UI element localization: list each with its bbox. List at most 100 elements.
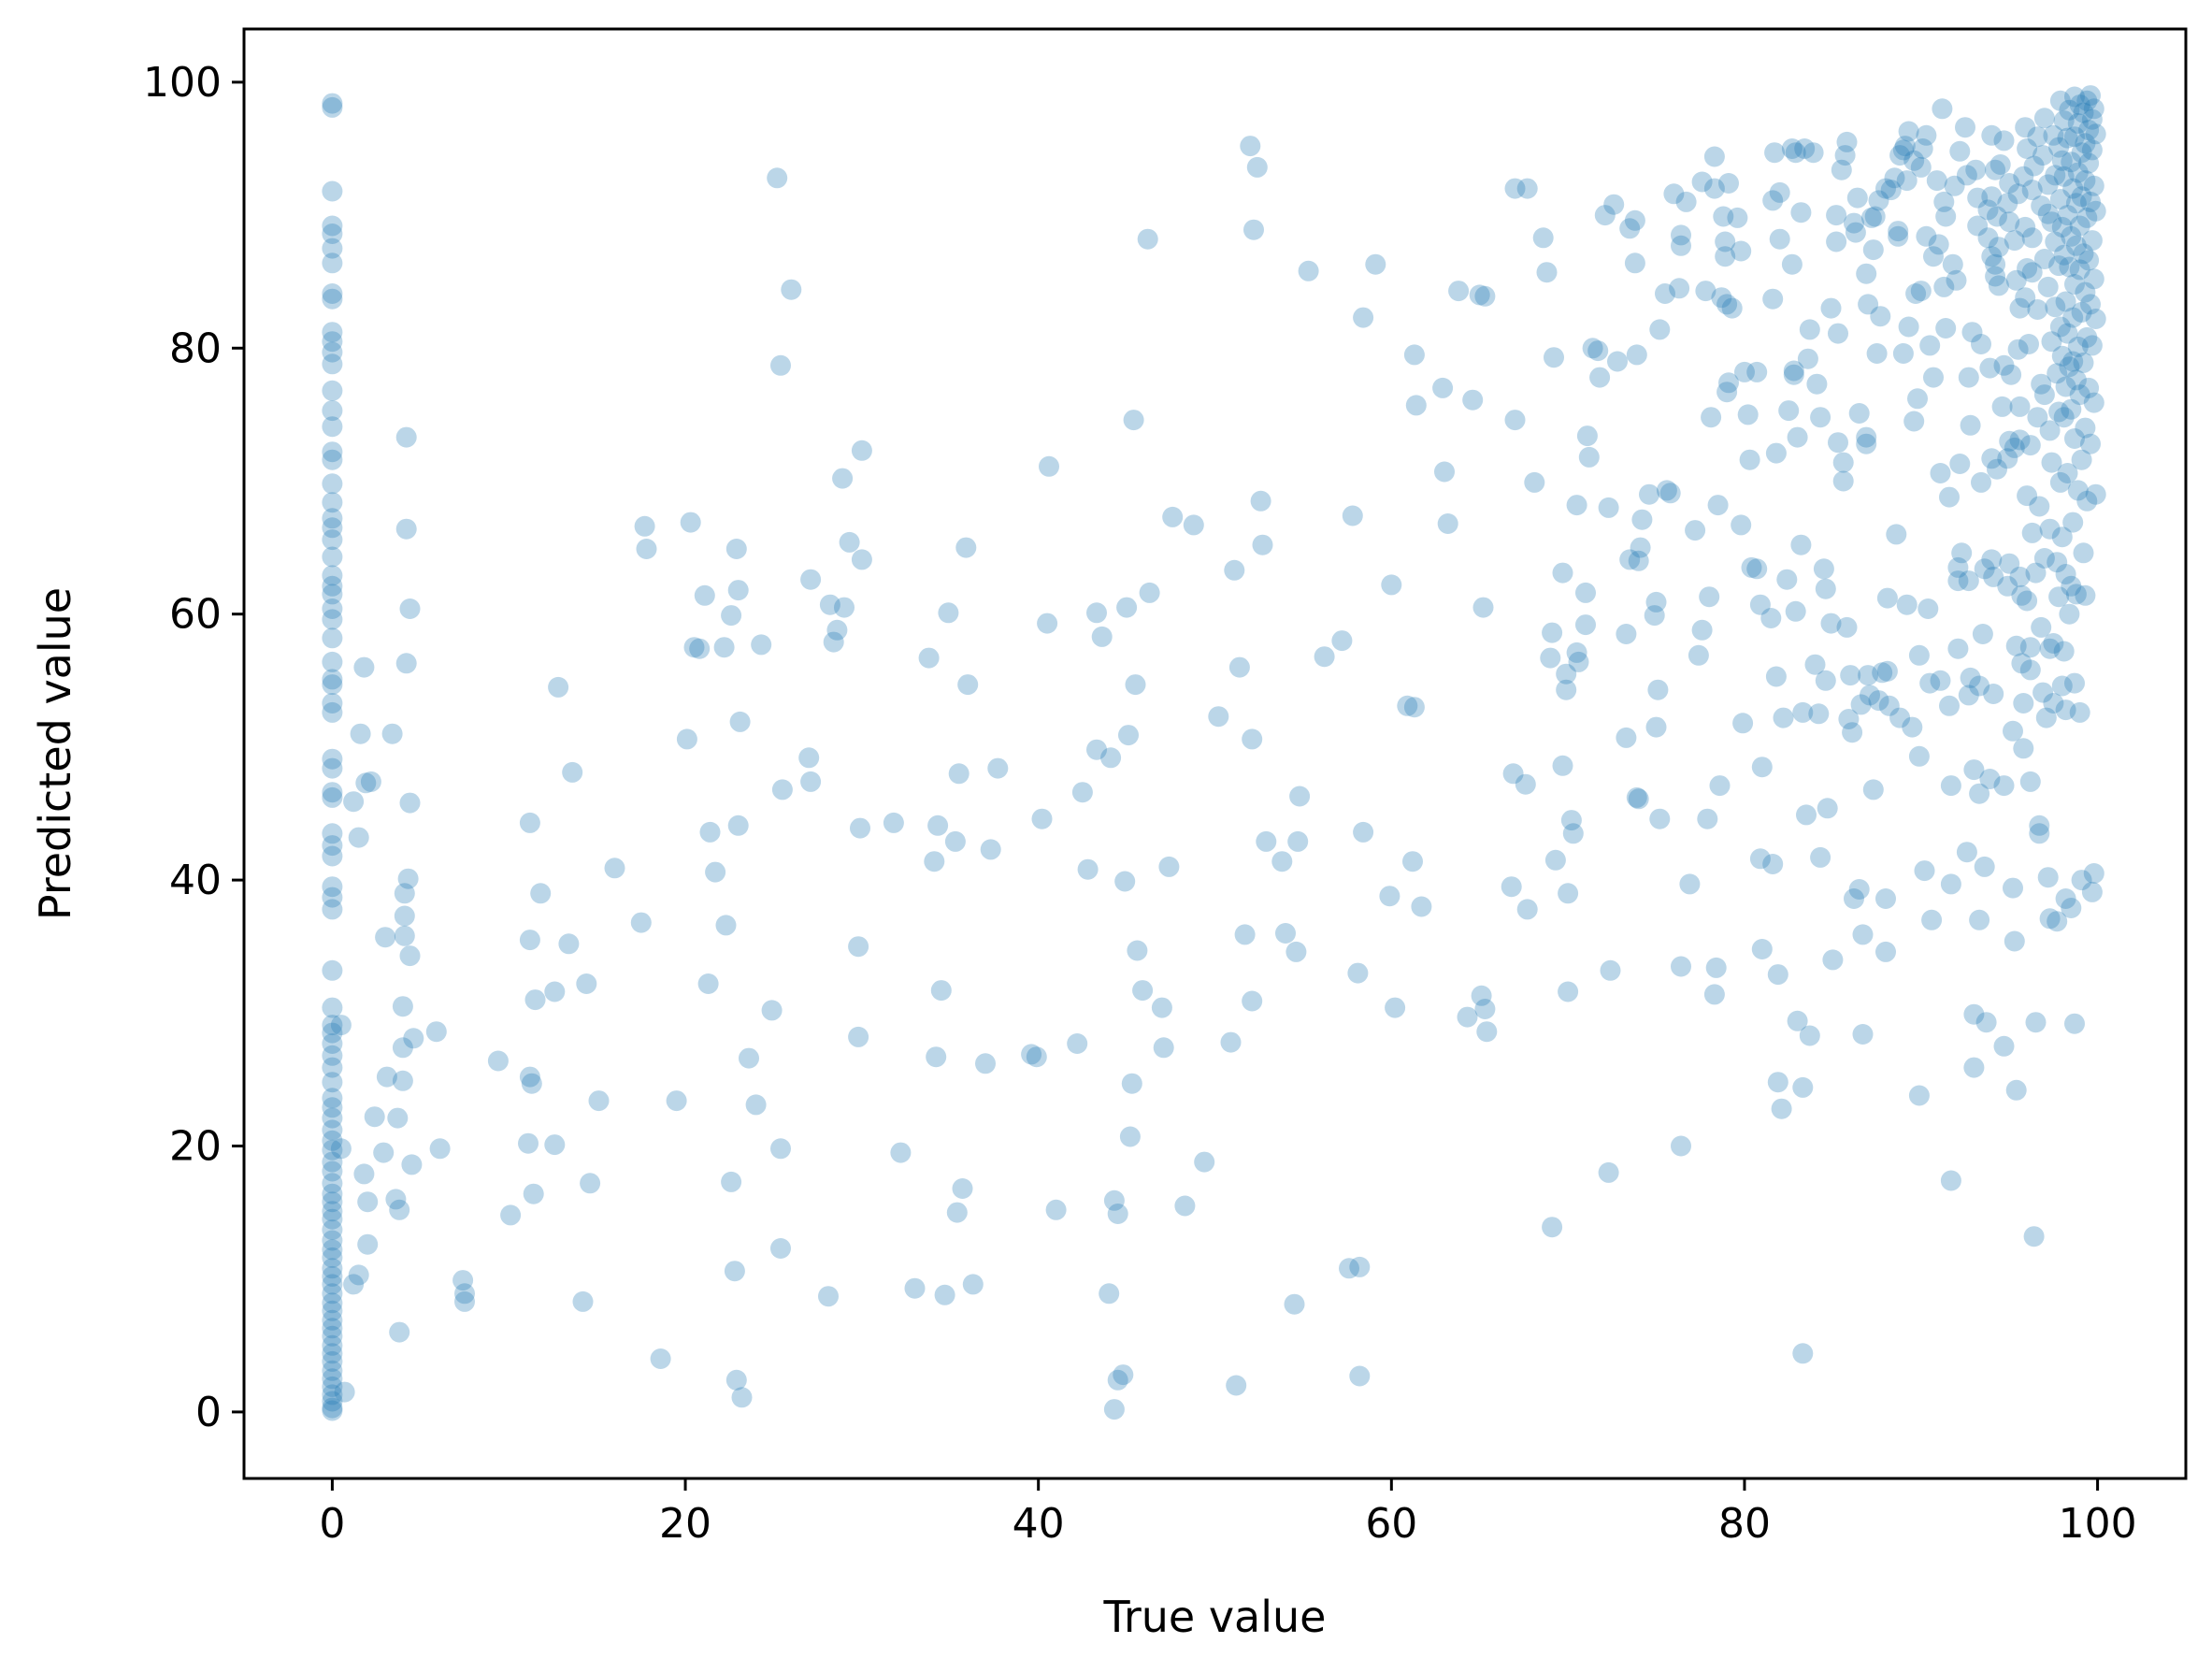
data-point	[1974, 558, 1995, 580]
data-point	[761, 1000, 783, 1021]
data-point	[771, 779, 793, 800]
data-point	[1162, 506, 1184, 527]
data-point	[1275, 923, 1296, 944]
data-point	[1339, 1258, 1359, 1279]
data-point	[1679, 873, 1701, 895]
data-point	[1568, 651, 1589, 672]
data-point	[924, 851, 945, 872]
data-point	[1582, 338, 1603, 359]
data-point	[1381, 574, 1402, 596]
data-point	[2049, 316, 2071, 338]
data-point	[604, 858, 625, 879]
data-point	[944, 830, 966, 852]
data-point	[2037, 867, 2059, 888]
data-point	[1960, 667, 1981, 688]
data-point	[839, 531, 860, 553]
data-point	[1645, 591, 1667, 613]
data-point	[962, 1274, 984, 1295]
data-point	[724, 1261, 745, 1282]
data-point	[1619, 549, 1641, 570]
data-point	[739, 1047, 759, 1069]
data-point	[395, 518, 417, 540]
data-point	[1411, 896, 1432, 917]
data-point	[2013, 166, 2034, 187]
data-point	[2019, 771, 2041, 792]
data-point	[1243, 219, 1264, 240]
data-point	[1852, 1024, 1874, 1045]
data-point	[1751, 939, 1773, 959]
data-point	[1587, 340, 1609, 362]
data-point	[2057, 205, 2078, 226]
data-point	[322, 1334, 343, 1356]
data-point	[2021, 227, 2043, 249]
data-point	[1860, 207, 1882, 228]
data-point	[1858, 294, 1879, 315]
data-point	[1542, 622, 1563, 643]
data-point	[731, 1387, 753, 1408]
data-point	[1842, 722, 1863, 743]
data-point	[322, 341, 343, 363]
data-point	[1832, 470, 1854, 492]
data-point	[2007, 183, 2029, 205]
data-point	[399, 598, 421, 619]
data-point	[548, 676, 569, 698]
x-tick-label: 100	[2059, 1500, 2137, 1548]
data-point	[1993, 775, 2015, 797]
data-point	[2055, 888, 2076, 909]
data-point	[2021, 262, 2043, 283]
data-point	[1558, 883, 1579, 904]
data-point	[2051, 345, 2073, 367]
data-point	[2071, 301, 2092, 323]
data-point	[1886, 524, 1907, 545]
data-point	[1471, 985, 1492, 1006]
data-point	[1502, 763, 1524, 785]
data-point	[1764, 142, 1786, 164]
y-tick-label: 60	[169, 591, 222, 639]
data-point	[1067, 1033, 1088, 1054]
data-point	[322, 1274, 343, 1295]
data-point	[1889, 707, 1911, 728]
data-point	[1971, 334, 1991, 354]
data-point	[1287, 830, 1309, 852]
data-point	[1403, 344, 1425, 366]
data-point	[1836, 616, 1858, 638]
data-point	[1769, 228, 1790, 250]
data-point	[2053, 110, 2075, 132]
data-point	[2073, 542, 2094, 564]
data-point	[1250, 490, 1271, 512]
data-point	[2075, 417, 2096, 439]
data-point	[1246, 156, 1268, 178]
data-point	[2073, 352, 2094, 373]
data-point	[2003, 877, 2023, 899]
data-point	[1923, 367, 1944, 388]
data-point	[2009, 429, 2031, 451]
data-point	[890, 1142, 912, 1163]
data-point	[322, 322, 343, 343]
data-point	[1103, 1189, 1125, 1211]
data-point	[1566, 495, 1587, 516]
data-point	[1935, 206, 1957, 227]
data-point	[834, 597, 855, 618]
data-point	[818, 1286, 839, 1307]
data-point	[401, 1154, 423, 1175]
data-point	[1566, 642, 1587, 663]
data-point	[2081, 230, 2103, 252]
data-point	[1718, 173, 1739, 194]
data-point	[403, 1028, 424, 1049]
data-point	[1999, 211, 2020, 233]
data-point	[1624, 252, 1645, 274]
data-point	[1916, 124, 1937, 146]
data-point	[2069, 94, 2090, 116]
data-point	[1769, 181, 1790, 203]
data-point	[2027, 126, 2048, 148]
data-point	[322, 1258, 343, 1279]
data-point	[330, 1138, 352, 1160]
data-point	[1353, 821, 1374, 843]
data-point	[1575, 582, 1596, 603]
data-point	[1794, 138, 1816, 159]
data-point	[1993, 130, 2015, 151]
data-point	[1783, 364, 1804, 385]
data-point	[1799, 1025, 1820, 1046]
data-point	[322, 835, 343, 857]
data-point	[1785, 142, 1806, 164]
